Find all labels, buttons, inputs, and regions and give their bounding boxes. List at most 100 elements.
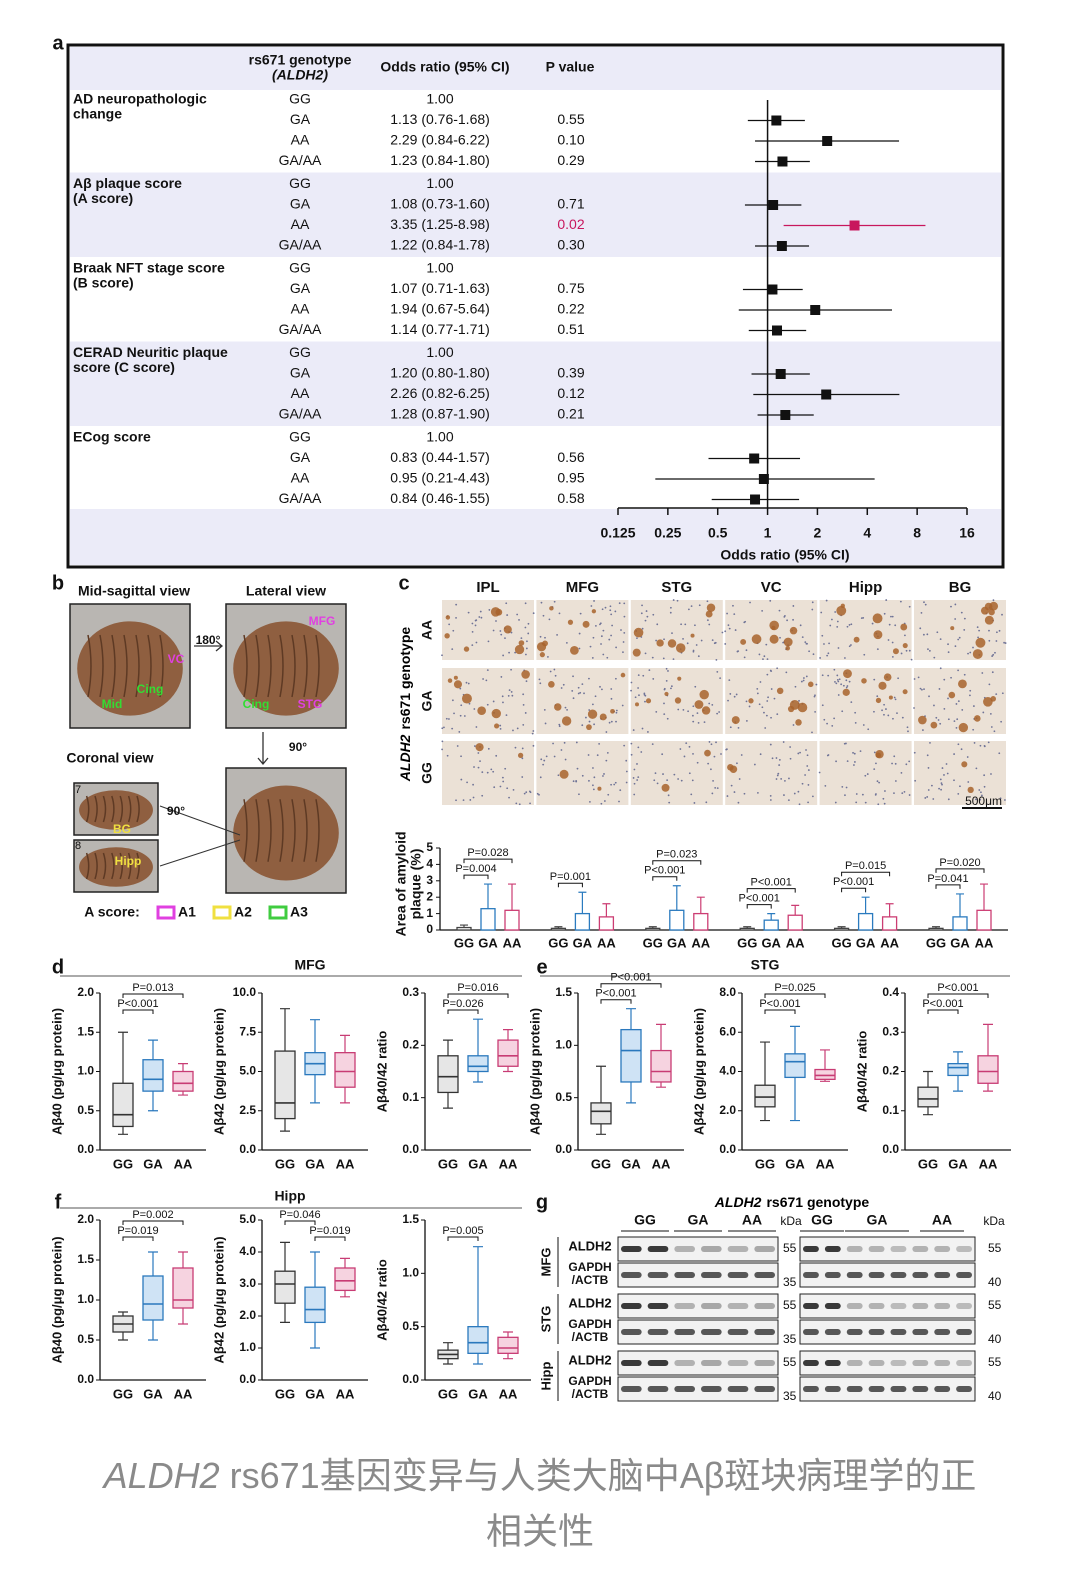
odds-ratio-marker (780, 410, 791, 420)
y-tick-label: 2.5 (239, 1103, 256, 1117)
nucleus (963, 617, 966, 620)
nucleus (981, 672, 984, 674)
plaque (983, 696, 993, 707)
nucleus (511, 694, 514, 697)
nucleus (757, 791, 759, 794)
marker-label: 55 (988, 1355, 1002, 1369)
genotype: AA (291, 301, 310, 317)
box (754, 1084, 776, 1108)
gyrus (243, 799, 248, 862)
blot-band (890, 1360, 907, 1366)
region-label: VC (168, 652, 185, 666)
nucleus (467, 682, 470, 685)
x-tick-label: 16 (959, 525, 975, 541)
nucleus (522, 723, 525, 726)
nucleus (906, 726, 909, 729)
y-axis-label: Aβ40 (pg/μg protein) (49, 1236, 64, 1363)
region-header: IPL (476, 579, 499, 596)
nucleus (960, 748, 963, 751)
blot-band (934, 1360, 951, 1366)
nucleus (630, 681, 633, 684)
nucleus (620, 629, 622, 631)
gyrus (99, 634, 104, 698)
nucleus (728, 679, 731, 682)
nucleus (712, 779, 714, 782)
nucleus (953, 779, 955, 782)
nucleus (784, 779, 786, 782)
nucleus (995, 640, 998, 642)
bar (669, 909, 685, 931)
nucleus (459, 687, 462, 690)
nucleus (815, 683, 818, 686)
nucleus (553, 755, 556, 758)
nucleus (735, 693, 738, 696)
plaque (795, 719, 802, 726)
plaque (444, 633, 450, 639)
nucleus (558, 723, 561, 726)
y-tick-label: 1.0 (239, 1340, 256, 1354)
gyrus (243, 634, 248, 698)
nucleus (938, 688, 941, 690)
significance-bracket (935, 868, 985, 873)
nucleus (614, 610, 617, 613)
panel-frame (66, 43, 1005, 569)
nucleus (733, 695, 736, 698)
plaque (888, 695, 893, 700)
nucleus (680, 623, 683, 626)
nucleus (901, 792, 904, 795)
nucleus (923, 688, 925, 691)
plaque (872, 613, 883, 624)
blot-band (727, 1329, 749, 1335)
odds-ratio-marker (810, 305, 821, 315)
nucleus (794, 685, 797, 688)
nucleus (996, 631, 998, 634)
p-annotation: P=0.019 (309, 1225, 350, 1237)
significance-bracket (652, 860, 702, 865)
bar (574, 912, 591, 931)
p-annotation: P=0.015 (845, 860, 886, 872)
nucleus (714, 641, 717, 644)
nucleus (814, 710, 817, 713)
y-tick-label: 0.2 (882, 1064, 899, 1078)
blot-band (701, 1272, 722, 1278)
nucleus (691, 779, 694, 782)
nucleus (854, 721, 857, 724)
blot-band (621, 1303, 642, 1309)
nucleus (452, 629, 455, 632)
nucleus (783, 794, 785, 796)
nucleus (716, 670, 719, 673)
gene-name: ALDH2 (714, 1194, 762, 1210)
gyrus (136, 852, 140, 880)
nucleus (922, 633, 925, 636)
nucleus (1001, 613, 1003, 616)
nucleus (913, 707, 915, 709)
y-tick-label: 4.0 (719, 1064, 736, 1078)
protein-label: /ACTB (572, 1273, 609, 1287)
bar (787, 914, 803, 931)
odds-ratio: 1.20 (0.80-1.80) (390, 365, 490, 381)
nucleus (938, 787, 940, 790)
odds-ratio: 1.28 (0.87-1.90) (390, 406, 490, 422)
nucleus (525, 647, 528, 650)
nucleus (983, 745, 986, 747)
nucleus (835, 760, 837, 763)
error-bar (554, 926, 563, 929)
nucleus (819, 657, 822, 659)
caption: 相关性 (486, 1511, 594, 1552)
nucleus (811, 731, 813, 734)
nucleus (455, 799, 457, 802)
nucleus (841, 710, 844, 713)
nucleus (538, 793, 540, 796)
nucleus (684, 623, 687, 626)
nucleus (733, 613, 736, 615)
nucleus (571, 690, 574, 692)
nucleus (1001, 692, 1004, 695)
axis-title-text: rs671 genotype (397, 627, 413, 730)
nucleus (493, 786, 496, 789)
nucleus (654, 772, 657, 775)
nucleus (688, 772, 691, 775)
plaque (836, 605, 847, 616)
nucleus (487, 640, 490, 643)
plaque (559, 769, 569, 779)
nucleus (803, 677, 805, 679)
